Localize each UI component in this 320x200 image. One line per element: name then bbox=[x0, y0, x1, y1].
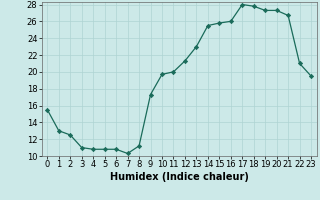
X-axis label: Humidex (Indice chaleur): Humidex (Indice chaleur) bbox=[110, 172, 249, 182]
